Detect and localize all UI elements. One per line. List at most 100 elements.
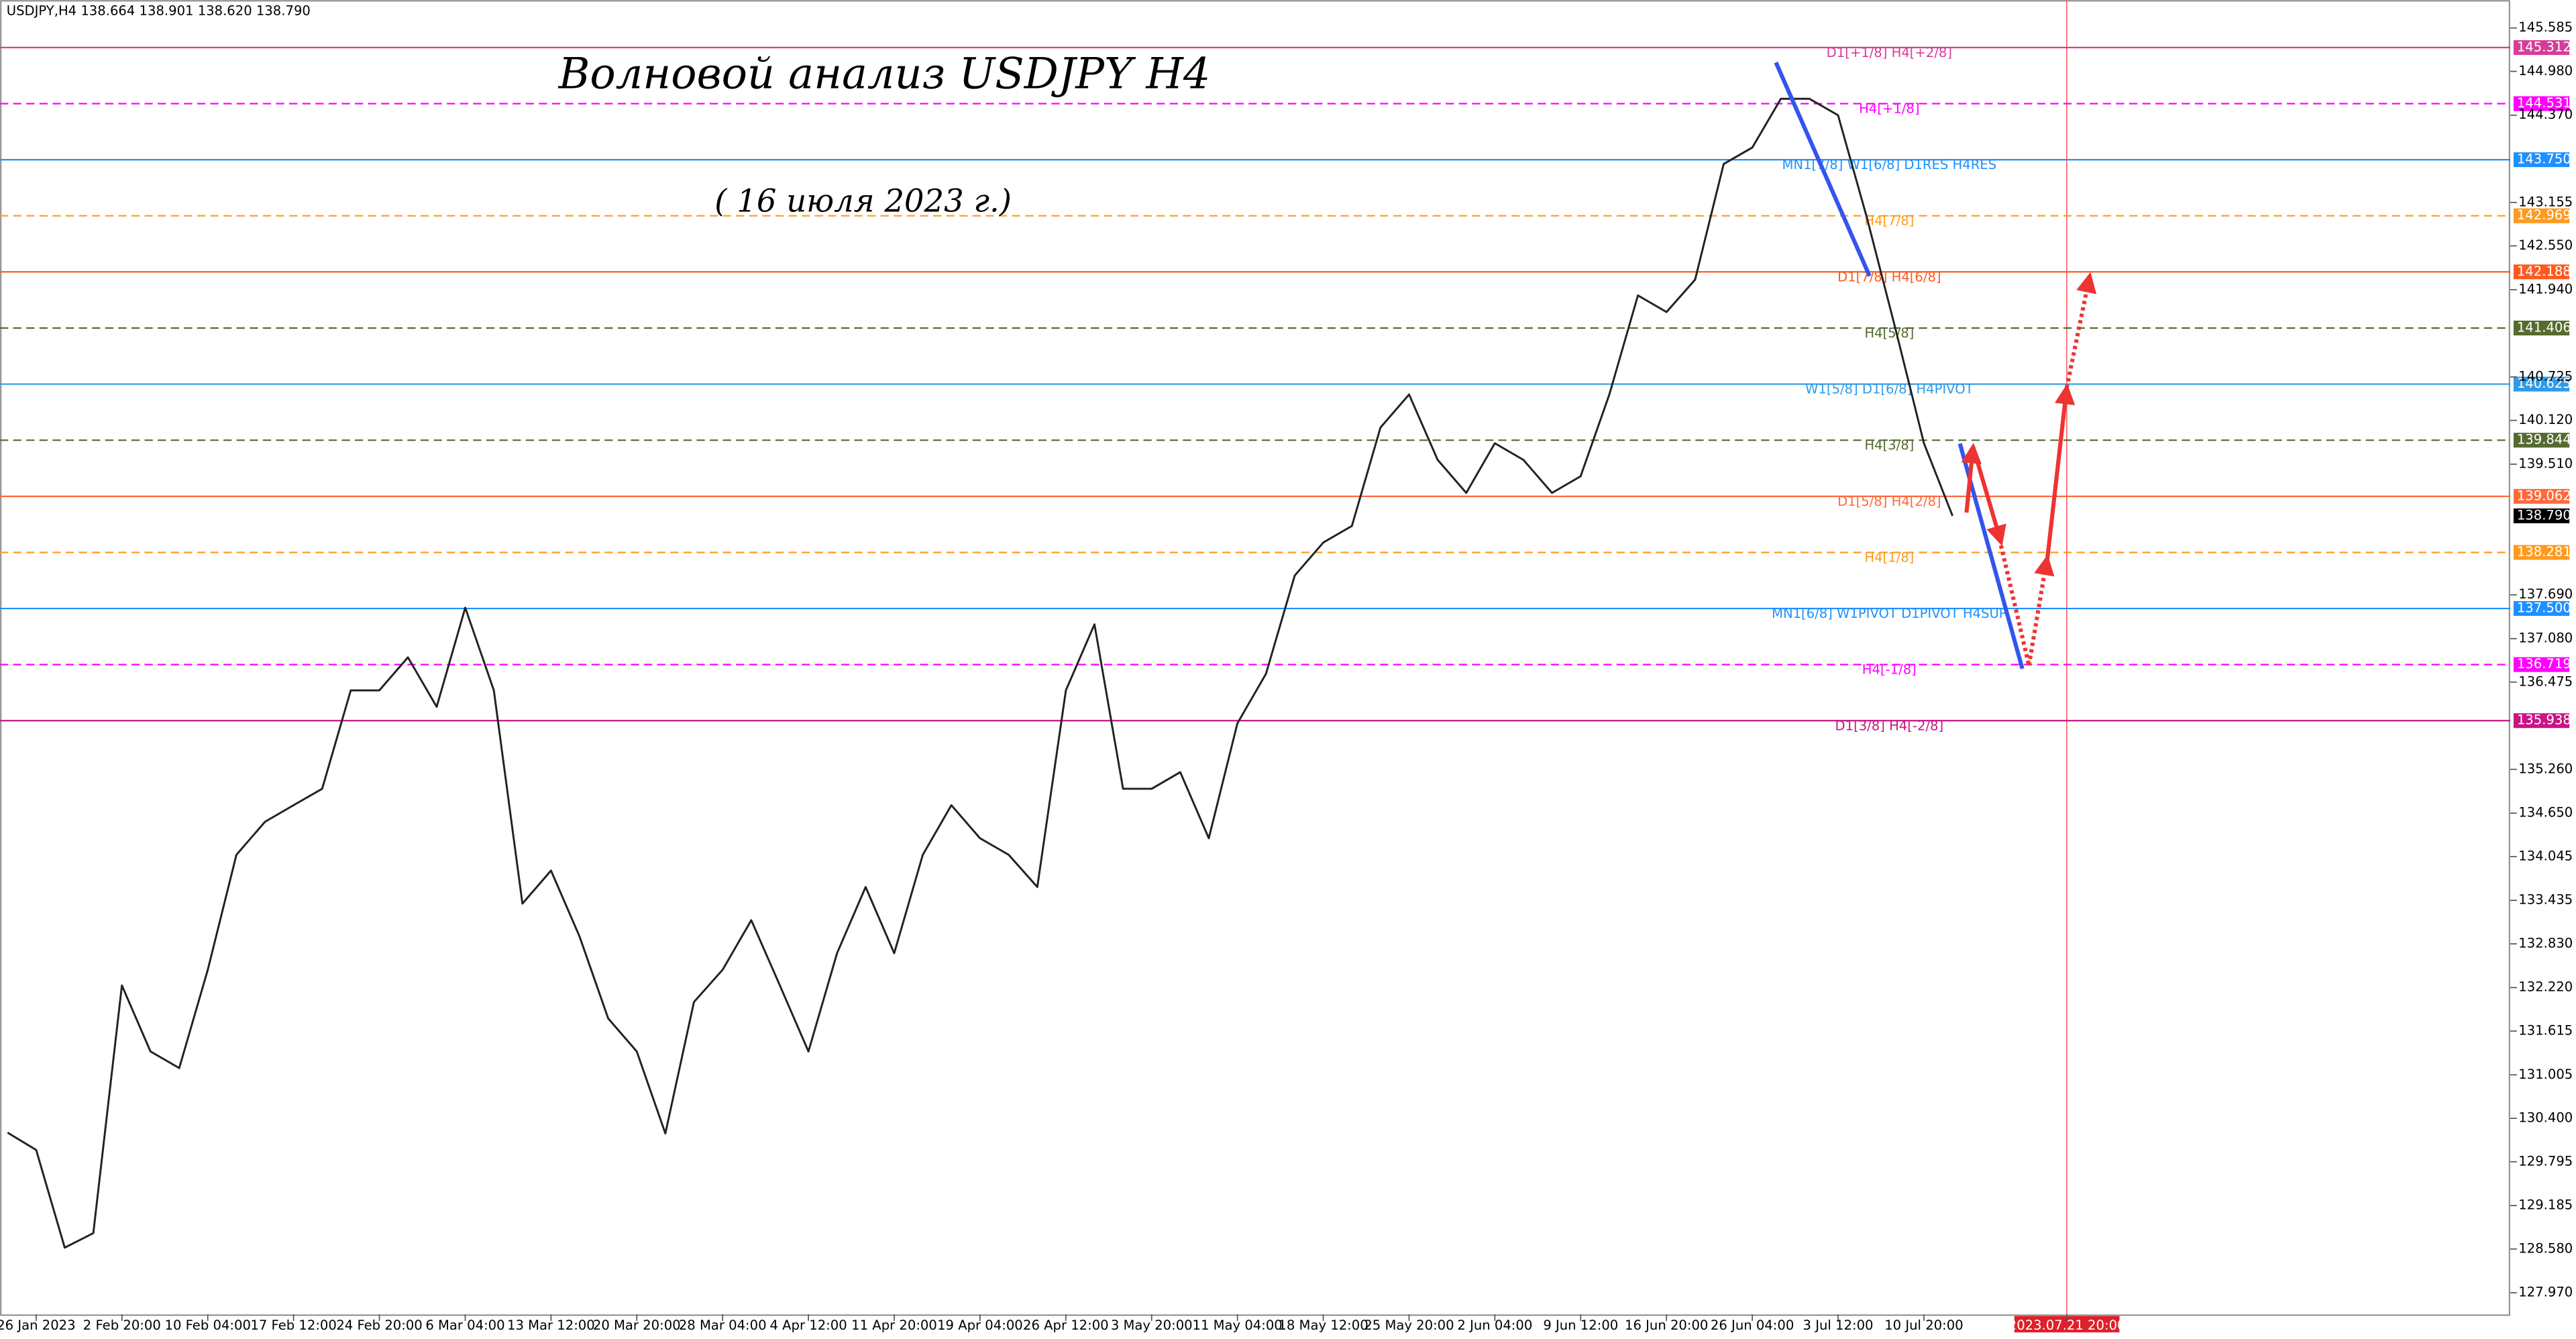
level-label: D1[+1/8] H4[+2/8]	[1827, 45, 1952, 60]
chart-subtitle: ( 16 июля 2023 г.)	[714, 183, 1012, 219]
price-tag	[2513, 264, 2570, 280]
price-tag	[2513, 96, 2570, 111]
x-tick-label: 3 Jul 12:00	[1803, 1318, 1874, 1333]
x-tick-label: 11 May 04:00	[1193, 1318, 1283, 1333]
forecast-arrow	[1971, 446, 2006, 547]
level-label: H4[5/8]	[1864, 325, 1914, 341]
price-tag	[2513, 488, 2570, 504]
y-tick-label: 137.690	[2518, 586, 2573, 602]
level-label: H4[-1/8]	[1862, 662, 1917, 678]
price-tag	[2513, 320, 2570, 336]
y-tick-label: 142.550	[2518, 237, 2573, 253]
price-tag-label: 142.969	[2517, 207, 2571, 223]
level-label: D1[3/8] H4[-2/8]	[1835, 718, 1944, 733]
x-tick-label: 26 Apr 12:00	[1023, 1318, 1109, 1333]
price-tag-label: 142.188	[2517, 264, 2571, 279]
price-tag-label: 141.406	[2517, 319, 2571, 335]
forecast	[1774, 61, 2097, 670]
y-tick-label: 137.080	[2518, 631, 2573, 646]
x-tick-label: 24 Feb 20:00	[336, 1318, 422, 1333]
price-line	[7, 97, 1953, 1249]
x-tick-label: 28 Mar 04:00	[679, 1318, 767, 1333]
y-tick-label: 132.830	[2518, 935, 2573, 951]
x-tick-label: 18 May 12:00	[1278, 1318, 1368, 1333]
price-tag-label: 135.938	[2517, 712, 2571, 728]
price-tag	[2513, 376, 2570, 392]
price-tag	[2513, 713, 2570, 729]
y-tick-label: 140.120	[2518, 412, 2573, 427]
x-tick-label: 20 Mar 20:00	[593, 1318, 681, 1333]
y-tick-label: 141.940	[2518, 281, 2573, 297]
price-tag-label: 136.719	[2517, 656, 2571, 672]
y-tick-label: 129.795	[2518, 1153, 2573, 1169]
x-tick-label: 11 Apr 20:00	[851, 1318, 937, 1333]
price-tag	[2513, 657, 2570, 672]
level-label: D1[5/8] H4[2/8]	[1837, 494, 1941, 509]
chart-title: Волновой анализ USDJPY H4	[558, 50, 1211, 99]
price-tag-label: 140.625	[2517, 376, 2571, 391]
y-tick-label: 134.650	[2518, 805, 2573, 820]
forecast-arrow	[1961, 443, 1982, 513]
price-tag-label: 139.062	[2517, 488, 2571, 503]
y-tick-label: 128.580	[2518, 1240, 2573, 1256]
x-tick-label: 16 Jun 20:00	[1625, 1318, 1708, 1333]
y-tick-label: 130.400	[2518, 1110, 2573, 1126]
price-tag-label: 145.312	[2517, 39, 2571, 54]
price-tag-label: 139.844	[2517, 432, 2571, 447]
forecast-arrow	[2045, 383, 2076, 562]
x-tick-label: 13 Mar 12:00	[507, 1318, 595, 1333]
x-tick-label: 26 Jun 04:00	[1711, 1318, 1794, 1333]
y-tick-label: 133.435	[2518, 892, 2573, 908]
forecast-arrow	[2064, 272, 2097, 388]
y-tick-label: 127.970	[2518, 1285, 2573, 1300]
y-tick-label: 129.185	[2518, 1197, 2573, 1213]
level-label: H4[1/8]	[1864, 550, 1914, 566]
x-tick-label: 4 Apr 12:00	[769, 1318, 847, 1333]
x-tick-label: 2023.07.21 20:00	[2008, 1318, 2126, 1333]
current-price-label: 138.790	[2517, 507, 2571, 523]
x-tick-label: 2 Feb 20:00	[83, 1318, 161, 1333]
x-tick-label: 3 May 20:00	[1111, 1318, 1193, 1333]
level-label: MN1[7/8] W1[6/8] D1RES H4RES	[1782, 157, 1997, 172]
price-tag-label: 137.500	[2517, 600, 2571, 616]
y-tick-label: 145.585	[2518, 19, 2573, 35]
y-tick-label: 136.475	[2518, 674, 2573, 689]
y-tick-label: 140.725	[2518, 368, 2573, 384]
price-tag-label: 144.531	[2517, 95, 2571, 111]
wave-line	[1774, 61, 1872, 277]
x-tick-label: 6 Mar 04:00	[425, 1318, 504, 1333]
price-tag	[2513, 40, 2570, 55]
level-label: MN1[6/8] W1PIVOT D1PIVOT H4SUP	[1772, 606, 2007, 621]
y-tick-label: 144.370	[2518, 107, 2573, 122]
forecast-arrow	[1998, 545, 2031, 666]
y-tick-label: 132.220	[2518, 979, 2573, 995]
x-tick-label: 10 Feb 04:00	[164, 1318, 250, 1333]
price-tag	[2513, 601, 2570, 617]
x-tick-label: 26 Jan 2023	[0, 1318, 76, 1333]
y-tick-label: 143.155	[2518, 194, 2573, 209]
level-label: H4[3/8]	[1864, 437, 1914, 453]
plot-frame	[0, 0, 2510, 1316]
price-tag-label: 138.281	[2517, 544, 2571, 559]
y-tick-label: 131.615	[2518, 1022, 2573, 1038]
x-tick-label: 25 May 20:00	[1364, 1318, 1454, 1333]
current-price-tag	[2513, 508, 2570, 524]
level-label: H4[7/8]	[1864, 213, 1914, 229]
x-tick-label: 2 Jun 04:00	[1457, 1318, 1532, 1333]
level-label: D1[7/8] H4[6/8]	[1837, 269, 1941, 284]
price-tag	[2513, 152, 2570, 168]
x-tick-label: 9 Jun 12:00	[1543, 1318, 1618, 1333]
price-tag	[2513, 433, 2570, 448]
price-tag	[2513, 208, 2570, 223]
y-tick-label: 139.510	[2518, 456, 2573, 471]
price-tag	[2513, 545, 2570, 560]
level-label: H4[+1/8]	[1859, 101, 1919, 117]
y-tick-label: 131.005	[2518, 1067, 2573, 1082]
forecast-arrow	[2027, 554, 2055, 666]
x-tick-label: 10 Jul 20:00	[1884, 1318, 1963, 1333]
level-label: W1[5/8] D1[6/8] H4PIVOT	[1805, 382, 1974, 397]
y-tick-label: 144.980	[2518, 63, 2573, 78]
chart-header: USDJPY,H4 138.664 138.901 138.620 138.79…	[7, 3, 311, 19]
